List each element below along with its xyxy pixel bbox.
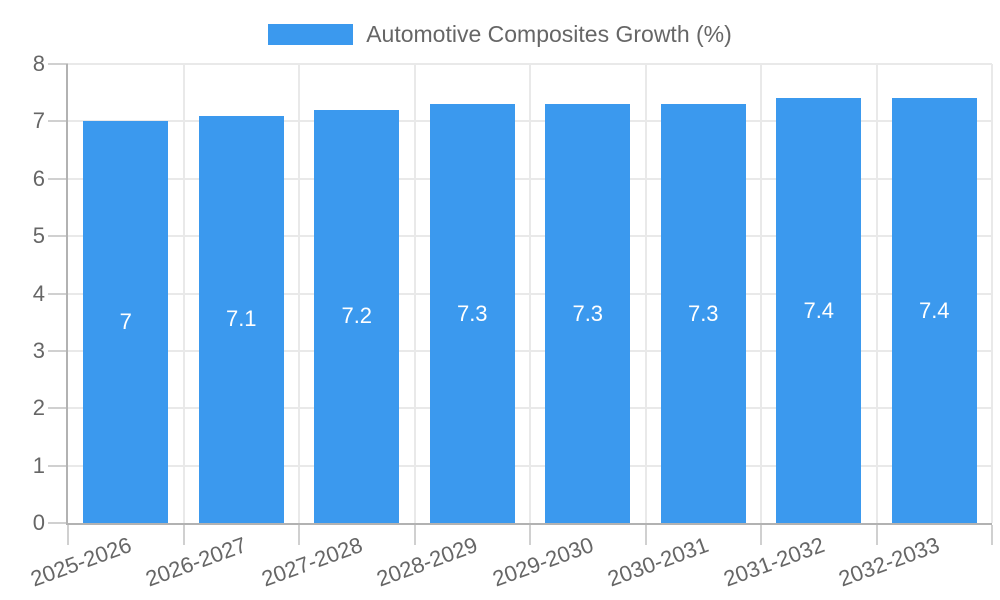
y-tick-mark	[48, 235, 68, 238]
y-axis-tick-label: 4	[32, 280, 45, 306]
x-tick-mark	[644, 525, 647, 545]
y-tick-mark	[48, 349, 68, 352]
x-gridline	[760, 64, 762, 523]
x-axis-tick-label: 2026-2027	[142, 532, 250, 592]
y-axis-tick-label: 6	[32, 165, 45, 191]
y-axis-tick-label: 3	[32, 337, 45, 363]
x-gridline	[875, 64, 878, 523]
bar[interactable]	[660, 104, 746, 523]
x-axis-tick-label: 2029-2030	[488, 532, 597, 592]
legend-item[interactable]: Automotive Composites Growth (%)	[0, 21, 1000, 48]
legend-label: Automotive Composites Growth (%)	[366, 21, 732, 47]
bar[interactable]	[429, 104, 515, 523]
y-axis-tick-label: 2	[32, 395, 45, 421]
y-axis-tick-label: 0	[32, 510, 45, 535]
x-gridline	[182, 64, 185, 523]
x-axis-line	[68, 523, 992, 525]
x-tick-mark	[760, 525, 762, 545]
y-axis-tick-label: 7	[32, 108, 45, 134]
bar[interactable]	[314, 109, 400, 523]
x-gridline	[298, 64, 300, 523]
x-tick-mark	[298, 525, 300, 545]
x-tick-mark	[529, 525, 531, 545]
y-tick-mark	[48, 292, 68, 295]
y-axis-tick-label: 5	[32, 223, 45, 249]
x-tick-mark	[875, 525, 878, 545]
bar[interactable]	[545, 104, 631, 523]
bar-value-label: 7.3	[456, 300, 488, 326]
x-tick-mark	[413, 525, 416, 545]
x-axis-tick-label: 2025-2026	[26, 532, 135, 592]
x-axis-tick-label: 2032-2033	[835, 532, 943, 592]
bar[interactable]	[776, 98, 862, 523]
x-axis-tick-label: 2030-2031	[604, 532, 712, 592]
x-tick-mark	[991, 525, 993, 545]
x-gridline	[413, 64, 416, 523]
x-gridline	[529, 64, 531, 523]
y-tick-mark	[48, 522, 68, 524]
y-tick-mark	[48, 120, 68, 123]
y-tick-mark	[48, 464, 68, 467]
bar-value-label: 7.3	[572, 300, 604, 326]
y-tick-mark	[48, 407, 68, 410]
x-gridline	[644, 64, 647, 523]
y-axis-tick-label: 1	[32, 452, 45, 478]
bar[interactable]	[83, 121, 169, 523]
y-tick-mark	[48, 63, 68, 65]
x-tick-mark	[67, 525, 69, 545]
legend-swatch	[268, 24, 354, 45]
bar-value-label: 7.3	[687, 300, 719, 326]
x-axis-tick-label: 2027-2028	[257, 532, 366, 592]
y-tick-mark	[48, 177, 68, 180]
x-gridline	[991, 64, 993, 523]
bar[interactable]	[891, 98, 977, 523]
x-axis-tick-label: 2028-2029	[373, 532, 481, 592]
x-tick-mark	[182, 525, 185, 545]
bar[interactable]	[198, 115, 284, 523]
bar-value-label: 7	[119, 309, 132, 335]
y-axis-line	[66, 64, 68, 525]
y-axis-tick-label: 8	[32, 51, 45, 76]
x-axis-tick-label: 2031-2032	[719, 532, 828, 592]
bar-value-label: 7.4	[803, 297, 835, 323]
bar-value-label: 7.1	[225, 306, 257, 332]
bar-value-label: 7.2	[341, 303, 373, 329]
bar-value-label: 7.4	[918, 297, 950, 323]
